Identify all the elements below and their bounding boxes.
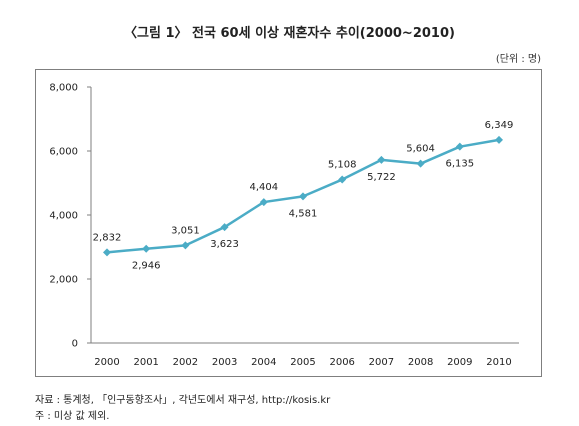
- y-tick-label: 2,000: [49, 275, 78, 286]
- x-tick-label: 2009: [447, 357, 472, 368]
- y-tick-label: 6,000: [49, 147, 78, 158]
- data-label: 5,604: [406, 144, 435, 155]
- data-label: 5,108: [328, 160, 357, 171]
- data-label: 2,946: [132, 261, 161, 272]
- x-tick-label: 2006: [329, 357, 354, 368]
- data-point-marker: [103, 248, 111, 257]
- data-label: 5,722: [367, 172, 396, 183]
- y-tick-label: 8,000: [49, 83, 78, 94]
- x-tick-label: 2004: [251, 357, 276, 368]
- x-tick-label: 2001: [133, 357, 158, 368]
- data-label: 4,404: [249, 182, 278, 193]
- data-point-marker: [142, 244, 151, 253]
- data-point-marker: [220, 223, 229, 232]
- chart-title: 〈그림 1〉 전국 60세 이상 재혼자수 추이(2000~2010): [124, 26, 455, 41]
- data-label: 3,051: [171, 225, 200, 236]
- unit-label: (단위 : 명): [495, 54, 541, 65]
- data-point-marker: [299, 192, 307, 201]
- data-point-marker: [338, 175, 347, 184]
- data-point-marker: [455, 142, 464, 151]
- y-tick-label: 0: [72, 339, 78, 350]
- footnote: 주 : 미상 값 제외.: [35, 411, 110, 422]
- x-tick-label: 2008: [408, 357, 433, 368]
- data-label: 6,135: [445, 159, 474, 170]
- x-tick-label: 2005: [290, 357, 315, 368]
- data-point-marker: [416, 159, 425, 168]
- data-point-marker: [495, 135, 503, 144]
- x-tick-label: 2000: [94, 357, 119, 368]
- data-point-marker: [377, 155, 386, 164]
- data-label: 4,581: [289, 208, 318, 219]
- data-label: 3,623: [210, 239, 239, 250]
- chart-frame: [35, 69, 542, 377]
- x-tick-label: 2003: [212, 357, 237, 368]
- data-point-marker: [181, 241, 190, 250]
- x-tick-label: 2002: [173, 357, 198, 368]
- x-tick-label: 2007: [369, 357, 394, 368]
- data-label: 2,832: [93, 232, 122, 243]
- x-tick-label: 2010: [486, 357, 511, 368]
- y-tick-label: 4,000: [49, 211, 78, 222]
- data-point-marker: [259, 198, 268, 207]
- source-note: 자료 : 통계청, 「인구동향조사」, 각년도에서 재구성, http://ko…: [35, 395, 331, 406]
- data-label: 6,349: [485, 120, 514, 131]
